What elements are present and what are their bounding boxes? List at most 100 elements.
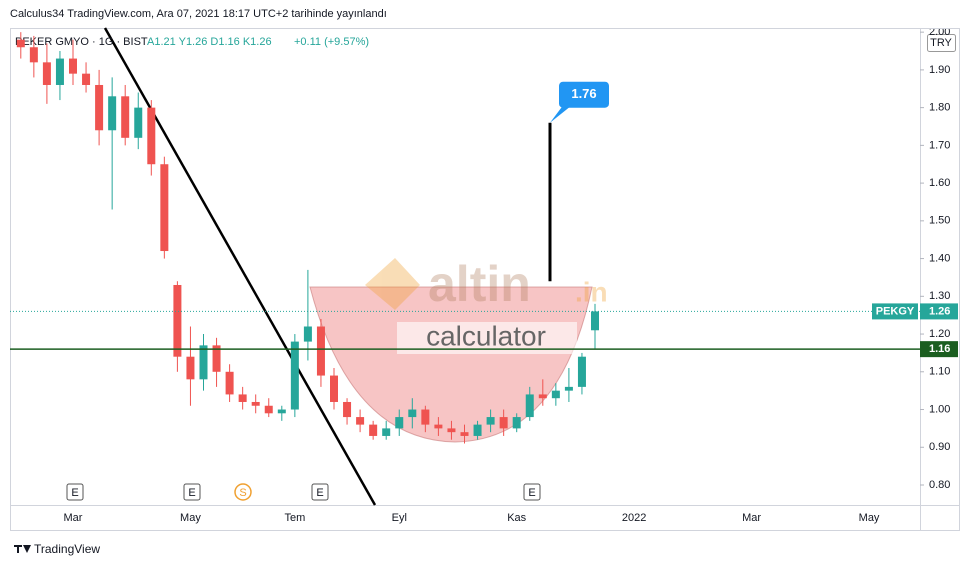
- event-marker: [183, 483, 201, 501]
- y-tick-label: 0.90: [929, 441, 950, 453]
- event-label: E: [71, 487, 78, 499]
- y-tick-label: 1.10: [929, 366, 950, 378]
- candle-body: [486, 417, 495, 425]
- y-tick-label: 1.90: [929, 64, 950, 76]
- candle-body: [473, 424, 482, 436]
- candle-body: [121, 96, 130, 138]
- y-tick-label: 1.70: [929, 139, 950, 151]
- candle-body: [212, 345, 221, 372]
- candle-body: [173, 284, 182, 357]
- frame: [10, 28, 960, 531]
- candle-body: [134, 107, 143, 138]
- event-label: E: [316, 487, 323, 499]
- candle-body: [538, 394, 547, 399]
- y-tick-label: 1.80: [929, 102, 950, 114]
- last-price-box: [920, 303, 958, 320]
- legend-symbol: PEKER GMYO · 1G · BIST: [15, 36, 148, 48]
- x-tick-label: Tem: [284, 512, 305, 524]
- y-tick-label: 0.80: [929, 479, 950, 491]
- y-tick-label: 1.30: [929, 290, 950, 302]
- event-marker: [523, 483, 541, 501]
- candle-body: [343, 401, 352, 418]
- y-tick-label: 1.60: [929, 177, 950, 189]
- y-tick-label: 1.00: [929, 403, 950, 415]
- candle-body: [147, 107, 156, 165]
- candle-body: [591, 311, 599, 331]
- event-marker: [311, 483, 329, 501]
- callout-label: 1.76: [571, 86, 596, 101]
- level-label: 1.16: [929, 343, 950, 355]
- watermark-suffix: .in: [575, 276, 608, 307]
- price-axis: 0.80 0.90 1.00 1.10 1.20 1.30 1.40 1.50 1.60 1.70…: [920, 29, 950, 491]
- event-label: E: [528, 487, 535, 499]
- candle-body: [277, 409, 286, 414]
- candle-body: [29, 47, 38, 63]
- candle-body: [460, 432, 469, 436]
- candle-body: [290, 341, 299, 410]
- candle-body: [356, 417, 365, 425]
- candle-body: [303, 326, 312, 342]
- event-label: S: [239, 487, 246, 499]
- event-label: E: [188, 487, 195, 499]
- candle-body: [251, 401, 260, 406]
- watermark: altin .in: [365, 256, 608, 312]
- footer-logo: [14, 545, 31, 553]
- candle-body: [408, 409, 417, 418]
- event-marker: [66, 483, 84, 501]
- candle-body: [225, 371, 234, 395]
- candle-body: [264, 405, 273, 414]
- legend-change: +0.11 (+9.57%): [294, 36, 369, 48]
- candle-body: [577, 356, 586, 387]
- x-tick-label: Mar: [64, 512, 83, 524]
- watermark-logo: [365, 258, 420, 310]
- currency-box: [927, 34, 956, 52]
- callout-box: [559, 81, 609, 108]
- candle-body: [434, 424, 443, 429]
- trendline: [103, 27, 377, 506]
- candle-body: [186, 356, 195, 380]
- candle-body: [369, 424, 378, 436]
- candle-body: [564, 386, 573, 391]
- x-tick-label: May: [859, 512, 880, 524]
- candle-body: [108, 96, 117, 131]
- candle-body: [316, 326, 325, 376]
- candle-body: [421, 409, 430, 425]
- x-tick-label: Eyl: [392, 512, 407, 524]
- candle-body: [551, 390, 560, 399]
- candle-body: [512, 417, 521, 429]
- candle-body: [382, 428, 391, 436]
- candle-body: [160, 164, 169, 252]
- x-tick-label: Kas: [507, 512, 526, 524]
- candle-body: [42, 62, 51, 85]
- callout-pointer: [550, 106, 570, 123]
- watermark-brand: altin: [428, 256, 531, 312]
- candle-body: [82, 73, 91, 85]
- watermark-subtitle: calculator: [426, 320, 546, 351]
- candle-body: [16, 39, 25, 48]
- legend-ohlc: A1.21 Y1.26 D1.16 K1.26: [147, 36, 272, 48]
- x-tick-label: May: [180, 512, 201, 524]
- candle-body: [199, 345, 208, 380]
- y-tick-label: 1.20: [929, 328, 950, 340]
- candle-body: [95, 84, 104, 131]
- candle-body: [499, 417, 508, 429]
- event-marker: [234, 483, 252, 501]
- candle-body: [238, 394, 247, 402]
- x-tick-label: 2022: [622, 512, 646, 524]
- symbol-label: PEKGY: [876, 305, 915, 317]
- y-tick-label: 1.40: [929, 252, 950, 264]
- candle-body: [55, 58, 64, 85]
- candle-body: [69, 58, 77, 74]
- candle-body: [330, 375, 338, 402]
- level-box: [920, 341, 958, 358]
- footer: TradingView: [34, 542, 100, 556]
- header: Calculus34 TradingView.com, Ara 07, 2021…: [10, 8, 387, 20]
- x-tick-label: Mar: [742, 512, 761, 524]
- currency: TRY: [930, 37, 952, 49]
- candle-body: [447, 428, 456, 433]
- candle-body: [395, 417, 404, 429]
- y-tick-label: 1.50: [929, 215, 950, 227]
- candle-body: [525, 394, 534, 418]
